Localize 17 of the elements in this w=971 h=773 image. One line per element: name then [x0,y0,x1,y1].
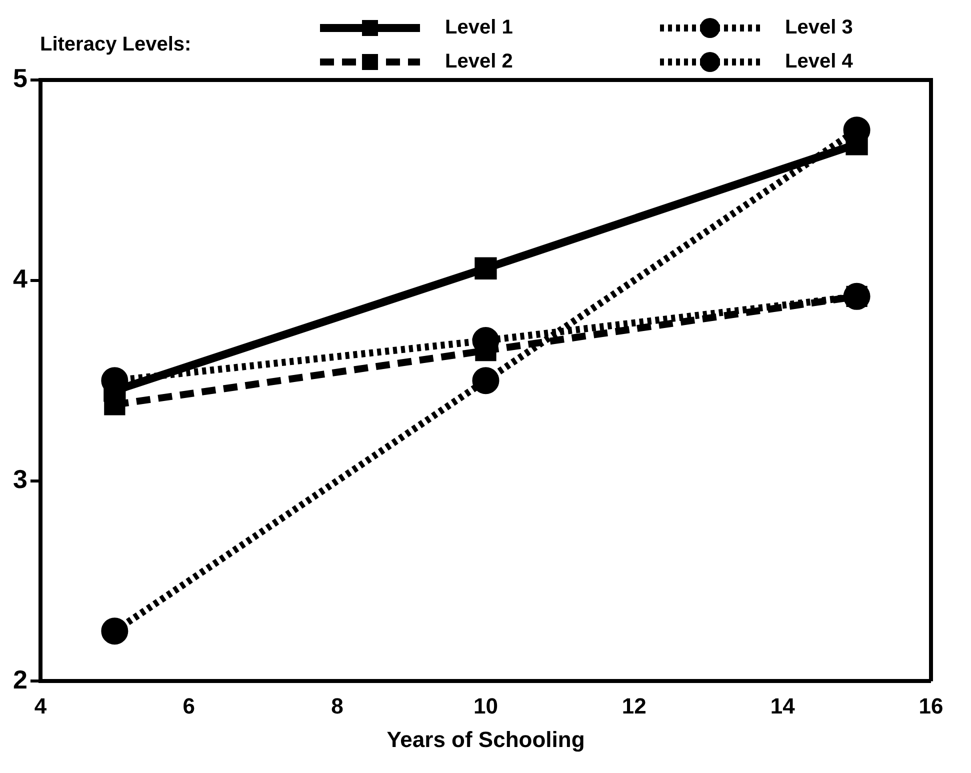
legend-label: Level 4 [785,50,854,73]
y-tick-label: 4 [12,264,28,294]
legend-label: Level 3 [785,16,853,39]
x-tick-label: 14 [770,693,796,718]
x-tick-label: 8 [331,693,344,718]
x-axis-title: Years of Schooling [386,726,585,752]
legend-label: Level 2 [445,50,513,73]
x-tick-label: 4 [34,693,48,718]
x-tick-label: 16 [918,693,944,718]
y-tick-label: 2 [12,664,28,694]
legend-title: Literacy Levels: [40,34,192,56]
y-tick-label: 3 [12,464,28,494]
legend-label: Level 1 [445,16,513,39]
y-tick-label: 5 [12,63,28,94]
x-tick-label: 6 [182,693,196,718]
x-tick-label: 10 [473,693,498,718]
x-tick-label: 12 [622,693,646,718]
